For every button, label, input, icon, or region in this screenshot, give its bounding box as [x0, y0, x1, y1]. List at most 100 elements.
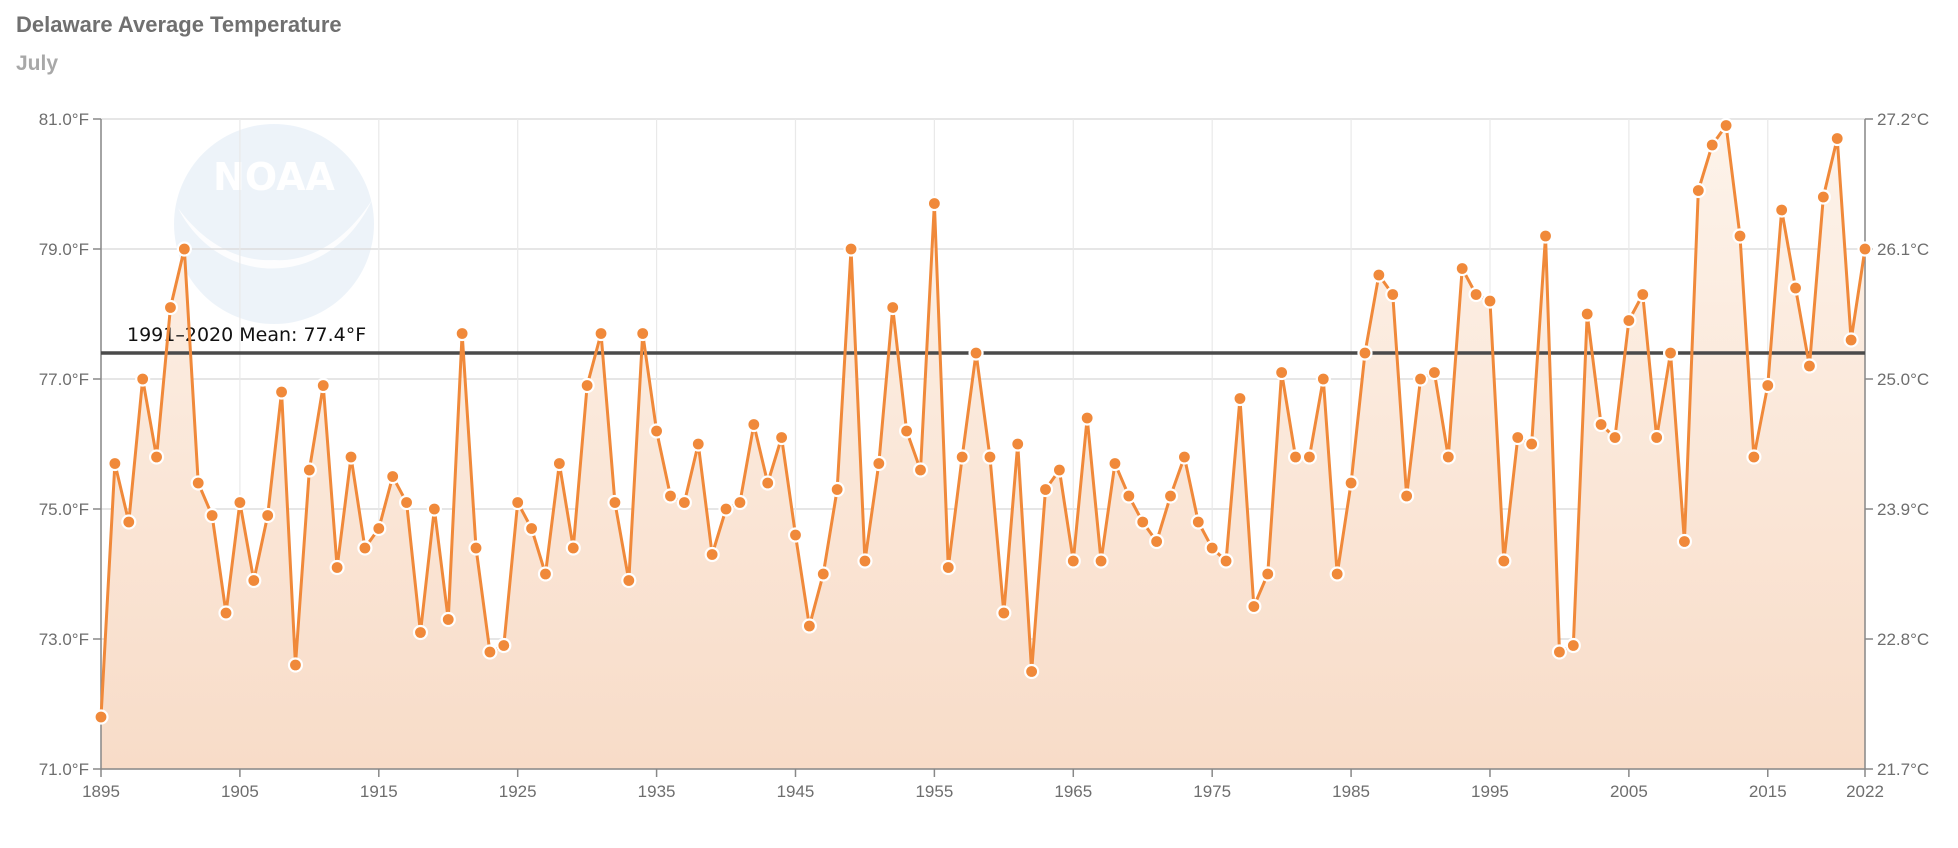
data-point-1919[interactable]: [426, 501, 442, 517]
data-point-1948[interactable]: [829, 481, 845, 498]
data-point-1958[interactable]: [968, 345, 984, 361]
data-point-2010[interactable]: [1690, 182, 1706, 199]
data-point-2006[interactable]: [1635, 286, 1651, 303]
data-point-1998[interactable]: [1524, 436, 1540, 452]
data-point-1935[interactable]: [648, 423, 665, 439]
data-point-1984[interactable]: [1329, 566, 1345, 582]
data-point-1938[interactable]: [690, 436, 706, 452]
data-point-1965[interactable]: [1065, 553, 1081, 569]
data-point-1968[interactable]: [1107, 455, 1123, 472]
data-point-1951[interactable]: [871, 455, 887, 472]
data-point-1937[interactable]: [676, 494, 692, 511]
data-point-1954[interactable]: [912, 462, 929, 478]
data-point-1941[interactable]: [732, 494, 748, 511]
data-point-1942[interactable]: [746, 416, 762, 433]
data-point-1967[interactable]: [1093, 553, 1109, 569]
data-point-1977[interactable]: [1232, 390, 1248, 407]
data-point-2017[interactable]: [1787, 280, 1804, 296]
data-point-1899[interactable]: [148, 449, 165, 465]
data-point-1985[interactable]: [1343, 475, 1359, 491]
data-point-1911[interactable]: [315, 377, 331, 394]
data-point-1914[interactable]: [357, 540, 373, 556]
data-point-1990[interactable]: [1412, 371, 1429, 387]
data-point-1975[interactable]: [1204, 540, 1220, 556]
data-point-2019[interactable]: [1815, 189, 1831, 205]
data-point-1997[interactable]: [1510, 429, 1526, 446]
data-point-1913[interactable]: [343, 449, 359, 465]
data-point-1934[interactable]: [635, 325, 651, 342]
data-point-1987[interactable]: [1371, 267, 1387, 283]
data-point-1904[interactable]: [218, 605, 234, 621]
data-point-1947[interactable]: [815, 566, 831, 582]
data-point-1922[interactable]: [468, 540, 484, 556]
data-point-1944[interactable]: [773, 429, 790, 446]
data-point-1930[interactable]: [579, 377, 595, 394]
data-point-1964[interactable]: [1051, 462, 1067, 478]
data-point-1991[interactable]: [1426, 364, 1443, 381]
data-point-1969[interactable]: [1121, 488, 1137, 504]
data-point-1898[interactable]: [135, 371, 151, 387]
data-point-1929[interactable]: [565, 540, 581, 556]
data-point-1945[interactable]: [787, 527, 804, 543]
data-point-1933[interactable]: [621, 572, 637, 589]
data-point-1970[interactable]: [1135, 514, 1151, 530]
data-point-1917[interactable]: [398, 494, 415, 511]
data-point-1949[interactable]: [843, 241, 859, 257]
data-point-1960[interactable]: [996, 605, 1012, 621]
data-point-1902[interactable]: [190, 475, 206, 491]
data-point-1972[interactable]: [1162, 488, 1179, 504]
data-point-1896[interactable]: [107, 455, 123, 472]
data-point-1910[interactable]: [301, 462, 317, 478]
data-point-1936[interactable]: [662, 488, 679, 504]
data-point-1909[interactable]: [287, 657, 304, 673]
data-point-2022[interactable]: [1857, 241, 1873, 257]
data-point-1912[interactable]: [329, 559, 345, 576]
data-point-1974[interactable]: [1190, 514, 1206, 530]
data-point-1895[interactable]: [93, 709, 109, 725]
data-point-2020[interactable]: [1829, 130, 1845, 147]
data-point-2007[interactable]: [1649, 429, 1665, 446]
data-point-1992[interactable]: [1440, 449, 1456, 465]
data-point-1927[interactable]: [537, 566, 554, 582]
data-point-1983[interactable]: [1315, 371, 1331, 387]
data-point-1921[interactable]: [454, 325, 470, 342]
data-point-2014[interactable]: [1746, 449, 1762, 465]
data-point-1963[interactable]: [1037, 481, 1054, 498]
data-point-1900[interactable]: [162, 299, 179, 316]
data-point-1943[interactable]: [760, 475, 776, 491]
data-point-2013[interactable]: [1732, 228, 1748, 244]
data-point-1955[interactable]: [926, 195, 942, 212]
data-point-1918[interactable]: [412, 624, 429, 641]
data-point-1979[interactable]: [1260, 566, 1276, 582]
data-point-1995[interactable]: [1482, 293, 1498, 309]
data-point-1926[interactable]: [523, 520, 540, 537]
data-point-1980[interactable]: [1274, 364, 1290, 381]
data-point-2012[interactable]: [1718, 117, 1734, 134]
data-point-1976[interactable]: [1218, 553, 1234, 569]
data-point-1924[interactable]: [496, 637, 512, 654]
data-point-1916[interactable]: [385, 468, 401, 485]
data-point-2009[interactable]: [1676, 533, 1693, 550]
data-point-1907[interactable]: [260, 507, 276, 524]
data-point-1928[interactable]: [551, 455, 567, 472]
data-point-1915[interactable]: [371, 520, 387, 537]
data-point-1920[interactable]: [440, 611, 456, 628]
data-point-2001[interactable]: [1565, 637, 1581, 654]
data-point-1908[interactable]: [273, 384, 290, 400]
data-point-1940[interactable]: [718, 501, 734, 517]
data-point-1950[interactable]: [857, 553, 873, 569]
data-point-1925[interactable]: [510, 494, 526, 511]
data-point-2000[interactable]: [1551, 644, 1568, 660]
data-point-1961[interactable]: [1010, 436, 1026, 452]
data-point-1939[interactable]: [704, 546, 720, 563]
data-point-1897[interactable]: [121, 514, 137, 530]
data-point-1932[interactable]: [607, 494, 623, 511]
data-point-2015[interactable]: [1760, 377, 1776, 394]
data-point-1973[interactable]: [1176, 449, 1193, 465]
data-point-1993[interactable]: [1454, 260, 1470, 277]
data-point-1999[interactable]: [1537, 228, 1554, 244]
data-point-1971[interactable]: [1149, 533, 1165, 550]
data-point-1956[interactable]: [940, 559, 956, 576]
data-point-1957[interactable]: [954, 449, 970, 465]
data-point-2004[interactable]: [1607, 429, 1623, 446]
